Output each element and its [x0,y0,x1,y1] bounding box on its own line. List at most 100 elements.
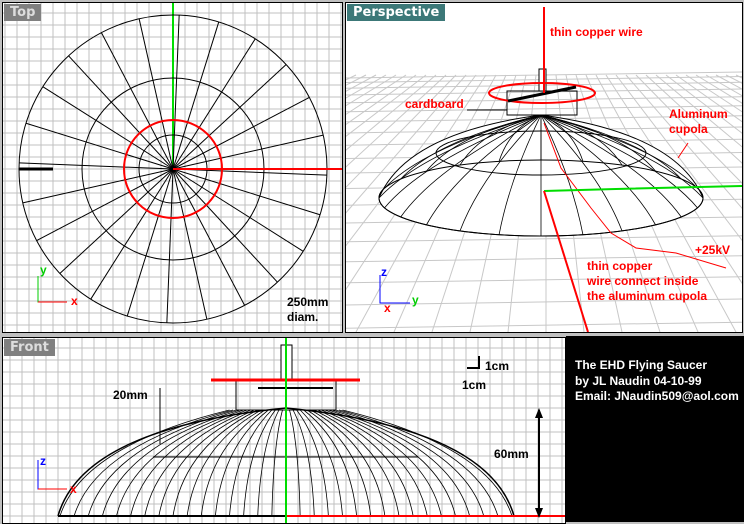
cupola-rib [321,409,428,517]
cupola-rib [338,409,499,517]
cupola-rib [426,114,542,172]
cupola-rib [310,409,386,517]
cupola-rib [303,409,358,517]
cardboard-disc [123,119,223,219]
grid-line [735,74,742,79]
cupola-rib [172,168,246,306]
scale-h-label: 1cm [462,378,487,392]
viewport-label-front[interactable]: Front [4,339,55,356]
info-panel: The EHD Flying Saucer by JL Naudin 04-10… [566,336,744,522]
grid-line [346,105,742,113]
cupola-rib [200,409,266,517]
cupola-rib [186,409,262,517]
cupola-rib [459,114,542,232]
grid-line [346,298,742,306]
perspective-viewport[interactable]: Perspective thin copper wire cardboard A… [345,2,743,333]
cupola-rib [384,114,542,209]
info-email: Email: JNaudin509@aol.com [575,389,739,403]
top-view-drawing [3,3,342,332]
cupola-rib [172,409,258,517]
scale-bar [467,356,480,369]
grid-line [635,74,742,184]
height-60mm-label: 60mm [494,447,529,461]
annotation-cupola-1: Aluminum [669,107,728,121]
grid-line [346,276,742,284]
cupola-rib [144,409,251,517]
grid-line [346,74,447,168]
grid-line [675,74,742,123]
grid-line [346,74,427,137]
cupola-rib [101,409,241,517]
cupola-rib [73,409,234,517]
y-axis-line [543,185,742,192]
cupola-rib [19,162,174,170]
axis-gizmo [379,275,410,304]
cupola-rib [172,168,304,252]
diameter-label: 250mm [287,295,329,309]
cupola-rib [243,409,276,517]
cupola-rib [59,409,230,517]
cupola-rib [172,21,220,170]
cupola-rib [42,86,174,170]
cupola-rib [229,409,273,517]
grid-line [655,74,742,148]
grid-line [346,255,742,263]
cupola-rib [172,96,310,170]
cupola-rib [540,114,682,180]
cupola-rib [100,32,174,170]
cupola-rib [172,168,321,216]
annotation-cardboard: cardboard [405,97,464,111]
viewport-label-perspective[interactable]: Perspective [347,4,446,21]
hv-wire [543,122,727,269]
grid-line [346,74,457,188]
cupola-rib [400,114,542,218]
cupola-rib [342,409,513,517]
grid-line [346,74,477,247]
grid-line [346,74,417,126]
grid-line [346,74,467,214]
cardboard-disc [488,82,596,104]
annotation-wire-1: thin copper [587,259,653,273]
central-shaft [538,68,547,92]
grid-line [665,74,742,134]
cupola-rib [68,55,174,170]
cupola-rib [384,114,542,189]
annotation-voltage: +25kV [695,243,731,257]
viewport-label-top[interactable]: Top [4,4,42,21]
cupola-rib [289,409,301,517]
cupola-rib [138,18,174,170]
diameter-label-2: diam. [287,310,319,324]
annotation-wire-top: thin copper wire [550,25,643,39]
cupola-rib [292,409,315,517]
cupola-rib [166,168,174,323]
axis-z-label: z [40,454,46,468]
front-viewport[interactable]: Front 20mm 60mm 1cm 1cm z x [2,337,566,524]
grid-line [346,235,742,243]
cupola-rib [324,409,442,517]
axis-x-label: x [70,482,77,496]
cupola-rib [426,114,542,226]
scale-v-label: 1cm [485,359,510,373]
cupola-rib [540,114,623,232]
top-viewport[interactable]: Top 250mm diam. y x [2,2,343,333]
cupola-rib [317,409,414,517]
arrow-head [535,508,543,518]
cupola-rib [172,15,180,170]
axis-z-label: z [381,265,387,279]
cupola-rib [257,409,280,517]
annotation-cupola-2: cupola [669,122,708,136]
grid-line [346,74,367,86]
perspective-view-drawing [346,7,742,332]
cupola-rib [498,114,542,235]
cupola-leader [677,142,689,159]
cupola-rib [172,168,327,176]
cupola-rib [172,64,287,170]
axis-y-label: y [412,293,419,307]
axis-x-label: x [384,301,391,315]
electrode [507,85,577,103]
arrow-head [535,408,543,418]
axis-y-label: y [40,263,47,277]
info-author: by JL Naudin 04-10-99 [575,374,702,388]
cupola-rib [540,114,698,209]
annotation-wire-3: the aluminum cupola [587,289,708,303]
